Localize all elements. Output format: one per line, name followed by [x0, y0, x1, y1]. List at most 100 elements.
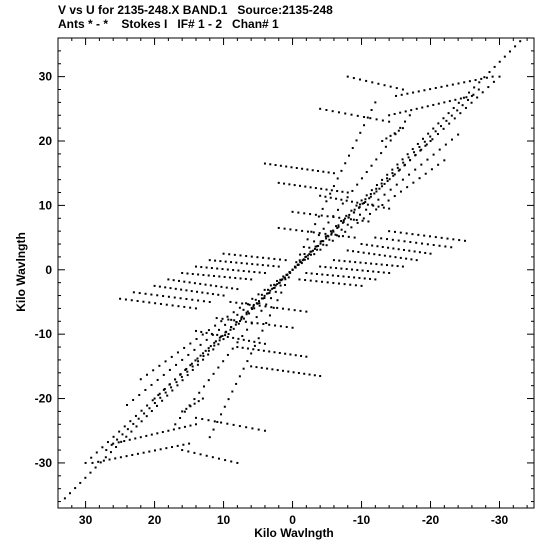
visibility-point — [340, 169, 343, 172]
visibility-point — [324, 195, 327, 198]
visibility-point — [437, 163, 440, 166]
visibility-point — [451, 83, 454, 86]
visibility-point — [183, 305, 186, 308]
visibility-point — [418, 145, 421, 148]
visibility-point — [136, 452, 139, 455]
visibility-point — [332, 216, 335, 219]
visibility-point — [477, 88, 480, 91]
visibility-point — [256, 322, 259, 325]
visibility-point — [263, 162, 266, 165]
visibility-point — [284, 259, 287, 262]
visibility-point — [236, 341, 239, 344]
visibility-point — [119, 297, 122, 300]
visibility-point — [221, 317, 224, 320]
visibility-point — [340, 267, 343, 270]
visibility-point — [365, 243, 368, 246]
visibility-point — [212, 372, 215, 375]
visibility-point — [179, 416, 182, 419]
visibility-point — [232, 269, 235, 272]
visibility-point — [332, 281, 335, 284]
visibility-point — [444, 143, 447, 146]
visibility-point — [458, 239, 461, 242]
visibility-point — [418, 251, 421, 254]
visibility-point — [392, 247, 395, 250]
visibility-point — [359, 261, 362, 264]
visibility-point — [257, 293, 260, 296]
visibility-point — [135, 425, 138, 428]
visibility-point — [246, 310, 249, 313]
visibility-point — [182, 443, 185, 446]
visibility-point — [230, 326, 233, 329]
visibility-point — [364, 200, 367, 203]
visibility-point — [220, 320, 223, 323]
visibility-point — [304, 279, 307, 282]
visibility-point — [179, 297, 182, 300]
visibility-point — [382, 206, 385, 209]
visibility-point — [161, 399, 164, 402]
visibility-point — [212, 348, 215, 351]
visibility-point — [437, 122, 440, 125]
visibility-point — [250, 278, 253, 281]
visibility-point — [194, 423, 197, 426]
visibility-point — [415, 241, 418, 244]
visibility-point — [336, 190, 339, 193]
visibility-point — [108, 458, 111, 461]
visibility-point — [329, 230, 332, 233]
visibility-point — [278, 281, 281, 284]
visibility-point — [164, 360, 167, 363]
visibility-point — [305, 255, 308, 258]
visibility-point — [327, 171, 330, 174]
y-tick-label: 0 — [45, 263, 52, 277]
visibility-point — [478, 81, 481, 84]
visibility-point — [125, 455, 128, 458]
visibility-point — [331, 110, 334, 113]
visibility-point — [194, 307, 197, 310]
visibility-point — [423, 234, 426, 237]
visibility-point — [112, 435, 115, 438]
visibility-point — [448, 122, 451, 125]
visibility-point — [386, 177, 389, 180]
visibility-point — [134, 437, 137, 440]
visibility-point — [304, 185, 307, 188]
visibility-point — [434, 130, 437, 133]
visibility-point — [388, 272, 391, 274]
visibility-point — [176, 384, 179, 387]
visibility-point — [232, 311, 235, 314]
visibility-point — [395, 94, 398, 97]
axis-ticks — [57, 37, 534, 508]
visibility-point — [418, 177, 421, 180]
visibility-point — [309, 253, 312, 256]
visibility-point — [244, 320, 247, 323]
visibility-point — [388, 207, 391, 210]
visibility-point — [311, 169, 314, 172]
visibility-point — [217, 328, 220, 331]
visibility-point — [383, 254, 386, 257]
visibility-point — [202, 352, 205, 355]
chart-title-line-2: Ants * - * Stokes I IF# 1 - 2 Chan# 1 — [58, 17, 279, 31]
visibility-point — [337, 225, 340, 228]
visibility-point — [211, 456, 214, 459]
visibility-point — [337, 208, 340, 211]
visibility-point — [361, 269, 364, 272]
visibility-point — [464, 239, 467, 242]
visibility-point — [199, 343, 202, 346]
visibility-point — [305, 310, 308, 313]
visibility-point — [519, 40, 522, 43]
visibility-point — [126, 428, 129, 431]
visibility-point — [297, 263, 300, 266]
visibility-point — [196, 290, 199, 293]
visibility-point — [459, 112, 462, 115]
visibility-point — [329, 266, 332, 269]
visibility-point — [134, 414, 137, 417]
visibility-point — [377, 82, 380, 85]
visibility-point — [383, 193, 386, 196]
visibility-point — [191, 298, 194, 301]
visibility-point — [201, 333, 204, 336]
visibility-point — [350, 268, 353, 271]
visibility-point — [424, 144, 427, 147]
visibility-point — [131, 453, 134, 456]
visibility-point — [428, 235, 431, 238]
visibility-point — [236, 346, 239, 349]
visibility-point — [364, 262, 367, 265]
visibility-point — [487, 86, 490, 89]
